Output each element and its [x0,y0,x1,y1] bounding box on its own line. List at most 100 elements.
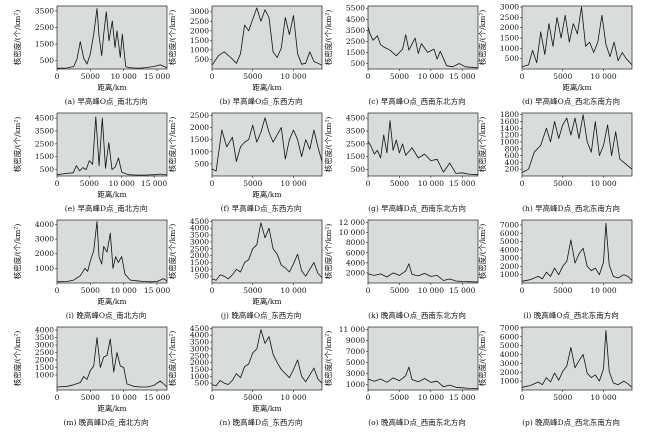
y-tick-label: 2000 [190,26,209,35]
density-line [521,222,633,282]
x-tick-label: 5000 [390,286,409,295]
y-tick-label: 2500 [35,348,54,357]
density-line [521,6,633,68]
y-tick-label: 3500 [35,127,54,136]
y-axis-title: 核密度/(个/km²) [323,117,333,173]
y-tick-label: 2500 [190,111,209,120]
y-tick-label: 3500 [35,6,54,15]
y-tick-label: 500 [351,59,366,68]
plot-area [56,5,168,70]
x-tick-label: 15 000 [144,72,170,81]
y-tick-label: 4500 [190,324,209,333]
x-tick-label: 0 [55,179,60,188]
y-tick-label: 3000 [35,235,54,244]
y-tick-label: 1400 [500,124,519,133]
y-tick-label: 3500 [190,231,209,240]
y-axis-title: 核密度/(个/km²) [167,117,177,173]
y-tick-label: 2000 [190,358,209,367]
x-tick-label: 15 000 [144,393,170,402]
x-tick-label: 5000 [243,286,262,295]
x-tick-label: 0 [210,179,215,188]
x-tick-label: 10 000 [418,393,444,402]
plot-area [56,112,168,177]
x-tick-label: 0 [210,393,215,402]
y-tick-label: 500 [505,54,520,63]
y-tick-label: 3000 [346,369,365,378]
plot-area [211,112,323,177]
y-axis-title: 核密度/(个/km²) [12,10,22,66]
y-tick-label: 200 [505,165,520,174]
x-tick-label: 10 000 [590,393,616,402]
panel-f: 500 1000 1500 2000 2500 0 5000 10 000 核密度/(个/km²… [167,111,323,213]
x-tick-label: 15 000 [449,72,475,81]
plot-area [521,5,633,70]
y-tick-label: 4000 [35,326,54,335]
y-tick-label: 1000 [500,270,519,279]
y-tick-label: 1000 [500,137,519,146]
y-tick-label: 500 [40,56,55,65]
x-tick-label: 15 000 [144,286,170,295]
density-line [367,120,479,176]
plot-area [367,219,479,284]
y-tick-label: 1500 [190,135,209,144]
y-tick-label: 1500 [500,34,519,43]
y-tick-label: 3000 [500,3,519,12]
y-tick-label: 4500 [190,217,209,226]
plot-area [521,112,633,177]
y-tick-label: 2500 [190,17,209,26]
plot-area [367,5,479,70]
y-tick-label: 3000 [190,237,209,246]
panel-caption: (m) 晚高峰D点_南北方向 [63,417,148,427]
x-tick-label: 5000 [553,72,572,81]
panel-e: 500 1500 2500 3500 4500 0 5000 10 000 15 000 核密度/… [12,112,168,213]
y-axis-title: 核密度/(个/km²) [167,10,177,66]
y-tick-label: 2500 [190,244,209,253]
y-axis-title: 核密度/(个/km²) [323,331,333,387]
y-tick-label: 1000 [190,147,209,156]
x-tick-label: 10 000 [111,393,137,402]
x-tick-label: 0 [210,72,215,81]
y-tick-label: 2000 [35,356,54,365]
panel-caption: (n) 晚高峰D点_东西方向 [220,417,303,427]
y-tick-label: 3000 [500,359,519,368]
x-tick-label: 15 000 [141,179,167,188]
panel-caption: (k) 晚高峰O点_西南东北方向 [368,310,466,320]
y-tick-label: 2500 [35,23,54,32]
y-tick-label: 4500 [346,114,365,123]
y-tick-label: 2000 [500,23,519,32]
y-tick-label: 1500 [190,365,209,374]
panel-caption: (h) 早高峰D点_西北东南方向 [522,203,620,213]
density-line [211,117,323,172]
density-line [56,221,168,283]
y-tick-label: 5000 [346,358,365,367]
x-tick-label: 0 [55,286,60,295]
y-axis-title: 核密度/(个/km²) [12,117,22,173]
y-tick-label: 1500 [35,363,54,372]
x-tick-label: 0 [366,393,371,402]
y-tick-label: 600 [505,151,520,160]
panel-caption: (e) 早高峰D点_南北方向 [65,203,147,213]
y-tick-label: 3000 [500,254,519,263]
x-tick-label: 5000 [81,72,100,81]
panel-caption: (f) 早高峰D点_东西方向 [221,203,302,213]
y-tick-label: 3000 [190,344,209,353]
y-tick-label: 4000 [500,350,519,359]
x-axis-title: 距离/km [252,403,281,413]
x-tick-label: 10 000 [109,179,135,188]
panel-o: 1000 3000 5000 7000 9000 11 000 0 5000 10 000 15 … [323,325,479,427]
panel-caption: (i) 晚高峰O点_南北方向 [66,310,147,320]
x-tick-label: 0 [520,179,525,188]
y-tick-label: 2000 [500,368,519,377]
y-tick-label: 2500 [35,139,54,148]
density-line [521,330,633,388]
panel-caption: (j) 晚高峰O点_东西方向 [221,310,301,320]
x-tick-label: 10 000 [418,179,444,188]
y-tick-label: 1500 [35,40,54,49]
x-tick-label: 10 000 [418,286,444,295]
x-axis-title: 距离/km [97,82,126,92]
x-tick-label: 10 000 [590,286,616,295]
y-tick-label: 12 000 [339,218,365,227]
density-line [367,26,479,69]
